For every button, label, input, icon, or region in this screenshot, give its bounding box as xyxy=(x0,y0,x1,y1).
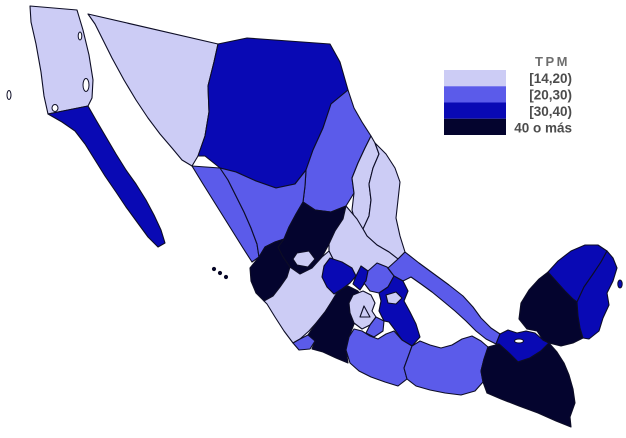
legend-swatch-20-30 xyxy=(444,86,506,103)
laguna-de-terminos xyxy=(514,338,524,344)
states-layer xyxy=(29,5,618,428)
island-tiburon xyxy=(82,78,90,92)
island-cozumel xyxy=(617,279,623,289)
islands-layer xyxy=(6,31,623,344)
state-ciudad-de-mexico[interactable] xyxy=(359,305,371,318)
state-aguascalientes[interactable] xyxy=(292,250,316,268)
island-marias-2 xyxy=(217,270,223,276)
island-guadalupe xyxy=(6,90,12,100)
legend-swatch-40-plus xyxy=(444,118,506,135)
legend-label-40-plus: 40 o más xyxy=(514,121,572,136)
legend-swatch-14-20 xyxy=(444,70,506,87)
island-angel-de-la-guarda xyxy=(77,31,83,41)
state-chiapas[interactable] xyxy=(480,342,576,428)
legend-swatch-30-40 xyxy=(444,102,506,119)
state-quintana-roo[interactable] xyxy=(576,250,618,340)
state-colima[interactable] xyxy=(292,334,316,351)
state-oaxaca[interactable] xyxy=(403,335,489,396)
island-cedros xyxy=(51,104,59,112)
state-baja-california[interactable] xyxy=(29,5,94,115)
legend-label-30-40: [30,40) xyxy=(529,104,572,119)
state-tlaxcala[interactable] xyxy=(385,291,403,305)
legend-label-20-30: [20,30) xyxy=(529,88,572,103)
map-legend: TPM [14,20) [20,30) [30,40) 40 o más xyxy=(444,54,572,136)
state-veracruz[interactable] xyxy=(387,251,501,345)
island-marias-3 xyxy=(223,274,229,280)
state-baja-california-sur[interactable] xyxy=(47,105,166,248)
island-marias-1 xyxy=(211,266,217,272)
legend-label-14-20: [14,20) xyxy=(529,71,572,86)
legend-title: TPM xyxy=(535,54,570,69)
state-guanajuato[interactable] xyxy=(321,257,357,295)
